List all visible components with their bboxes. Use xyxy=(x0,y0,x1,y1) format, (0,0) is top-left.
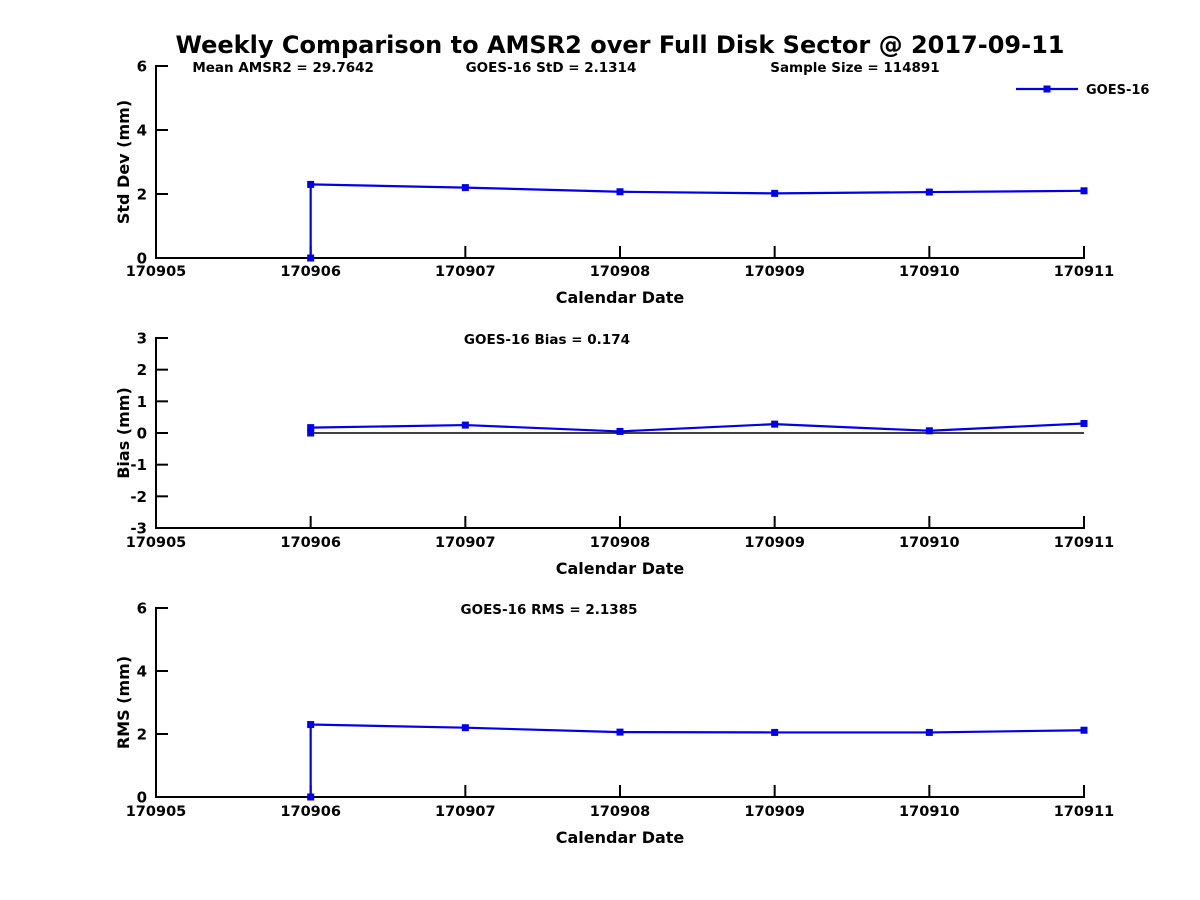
legend-marker-icon xyxy=(1043,85,1051,93)
x-tick-label: 170909 xyxy=(744,264,805,280)
x-tick-label: 170908 xyxy=(590,535,651,551)
y-tick-label: -3 xyxy=(130,520,147,538)
x-tick-label: 170905 xyxy=(126,804,187,820)
x-tick-label: 170909 xyxy=(744,535,805,551)
x-axis-label: Calendar Date xyxy=(556,559,685,578)
x-tick-label: 170911 xyxy=(1054,535,1115,551)
x-tick-label: 170907 xyxy=(435,535,496,551)
x-tick-label: 170911 xyxy=(1054,804,1115,820)
x-tick-label: 170907 xyxy=(435,264,496,280)
data-point-marker xyxy=(771,189,779,197)
subplot-rms: 0 2 4 6 170905 170906 170907 170908 170909 170910… xyxy=(114,600,1114,848)
x-tick-label: 170906 xyxy=(280,264,341,280)
stat-annotation: GOES-16 StD = 2.1314 xyxy=(466,60,637,76)
figure-title: Weekly Comparison to AMSR2 over Full Dis… xyxy=(175,31,1065,59)
data-point-marker xyxy=(771,728,779,736)
series-line-goes-16 xyxy=(309,723,1085,797)
stat-annotation: Mean AMSR2 = 29.7642 xyxy=(192,60,374,76)
data-point-marker xyxy=(307,424,315,432)
data-point-marker xyxy=(307,793,315,801)
x-tick-label: 170905 xyxy=(126,535,187,551)
stat-annotation: GOES-16 RMS = 2.1385 xyxy=(461,602,638,618)
data-point-marker xyxy=(616,427,624,435)
series-line-goes-16 xyxy=(309,183,1085,258)
y-axis-label: RMS (mm) xyxy=(114,656,133,749)
data-point-marker xyxy=(1080,726,1088,734)
x-tick-label: 170910 xyxy=(899,535,960,551)
data-point-marker xyxy=(925,728,933,736)
data-point-marker xyxy=(461,724,469,732)
legend-label: GOES-16 xyxy=(1086,83,1149,98)
y-tick-label: 2 xyxy=(137,726,147,744)
data-point-marker xyxy=(307,180,315,188)
x-axis-label: Calendar Date xyxy=(556,288,685,307)
series-line-goes-16 xyxy=(309,422,1085,433)
y-tick-label: 2 xyxy=(137,361,147,379)
y-axis-label: Bias (mm) xyxy=(114,387,133,479)
data-point-marker xyxy=(1080,420,1088,427)
x-tick-label: 170905 xyxy=(126,264,187,280)
data-point-marker xyxy=(925,427,933,435)
x-tick-label: 170906 xyxy=(280,804,341,820)
stat-annotation: Sample Size = 114891 xyxy=(770,60,939,76)
data-point-marker xyxy=(461,421,469,429)
y-tick-label: 2 xyxy=(137,186,147,204)
x-tick-label: 170909 xyxy=(744,804,805,820)
y-tick-label: 4 xyxy=(137,663,147,681)
y-tick-label: 0 xyxy=(137,425,147,443)
data-point-marker xyxy=(771,420,779,428)
y-tick-label: 4 xyxy=(137,122,147,140)
y-tick-label: 0 xyxy=(137,789,147,807)
data-point-marker xyxy=(307,254,315,262)
y-tick-label: -1 xyxy=(130,456,147,474)
x-tick-label: 170908 xyxy=(590,264,651,280)
y-tick-label: 1 xyxy=(137,393,147,411)
x-tick-label: 170910 xyxy=(899,804,960,820)
x-tick-label: 170910 xyxy=(899,264,960,280)
data-point-marker xyxy=(307,721,315,729)
x-tick-label: 170908 xyxy=(590,804,651,820)
x-axis-label: Calendar Date xyxy=(556,828,685,847)
x-tick-label: 170906 xyxy=(280,535,341,551)
data-point-marker xyxy=(461,184,469,192)
y-tick-label: 6 xyxy=(137,58,147,76)
x-tick-label: 170907 xyxy=(435,804,496,820)
data-point-marker xyxy=(1080,187,1088,195)
data-point-marker xyxy=(925,188,933,196)
y-tick-label: 6 xyxy=(137,600,147,618)
data-point-marker xyxy=(616,188,624,196)
data-point-marker xyxy=(307,429,315,437)
subplot-std: 0 2 4 6 170905 170906 170907 170908 170909 170910… xyxy=(114,58,1149,308)
stat-annotation: GOES-16 Bias = 0.174 xyxy=(464,332,630,348)
y-axis-label: Std Dev (mm) xyxy=(114,100,133,224)
data-point-marker xyxy=(616,728,624,736)
y-tick-label: -2 xyxy=(130,488,147,506)
x-tick-label: 170911 xyxy=(1054,264,1115,280)
y-tick-label: 3 xyxy=(137,330,147,348)
y-tick-label: 0 xyxy=(137,250,147,268)
